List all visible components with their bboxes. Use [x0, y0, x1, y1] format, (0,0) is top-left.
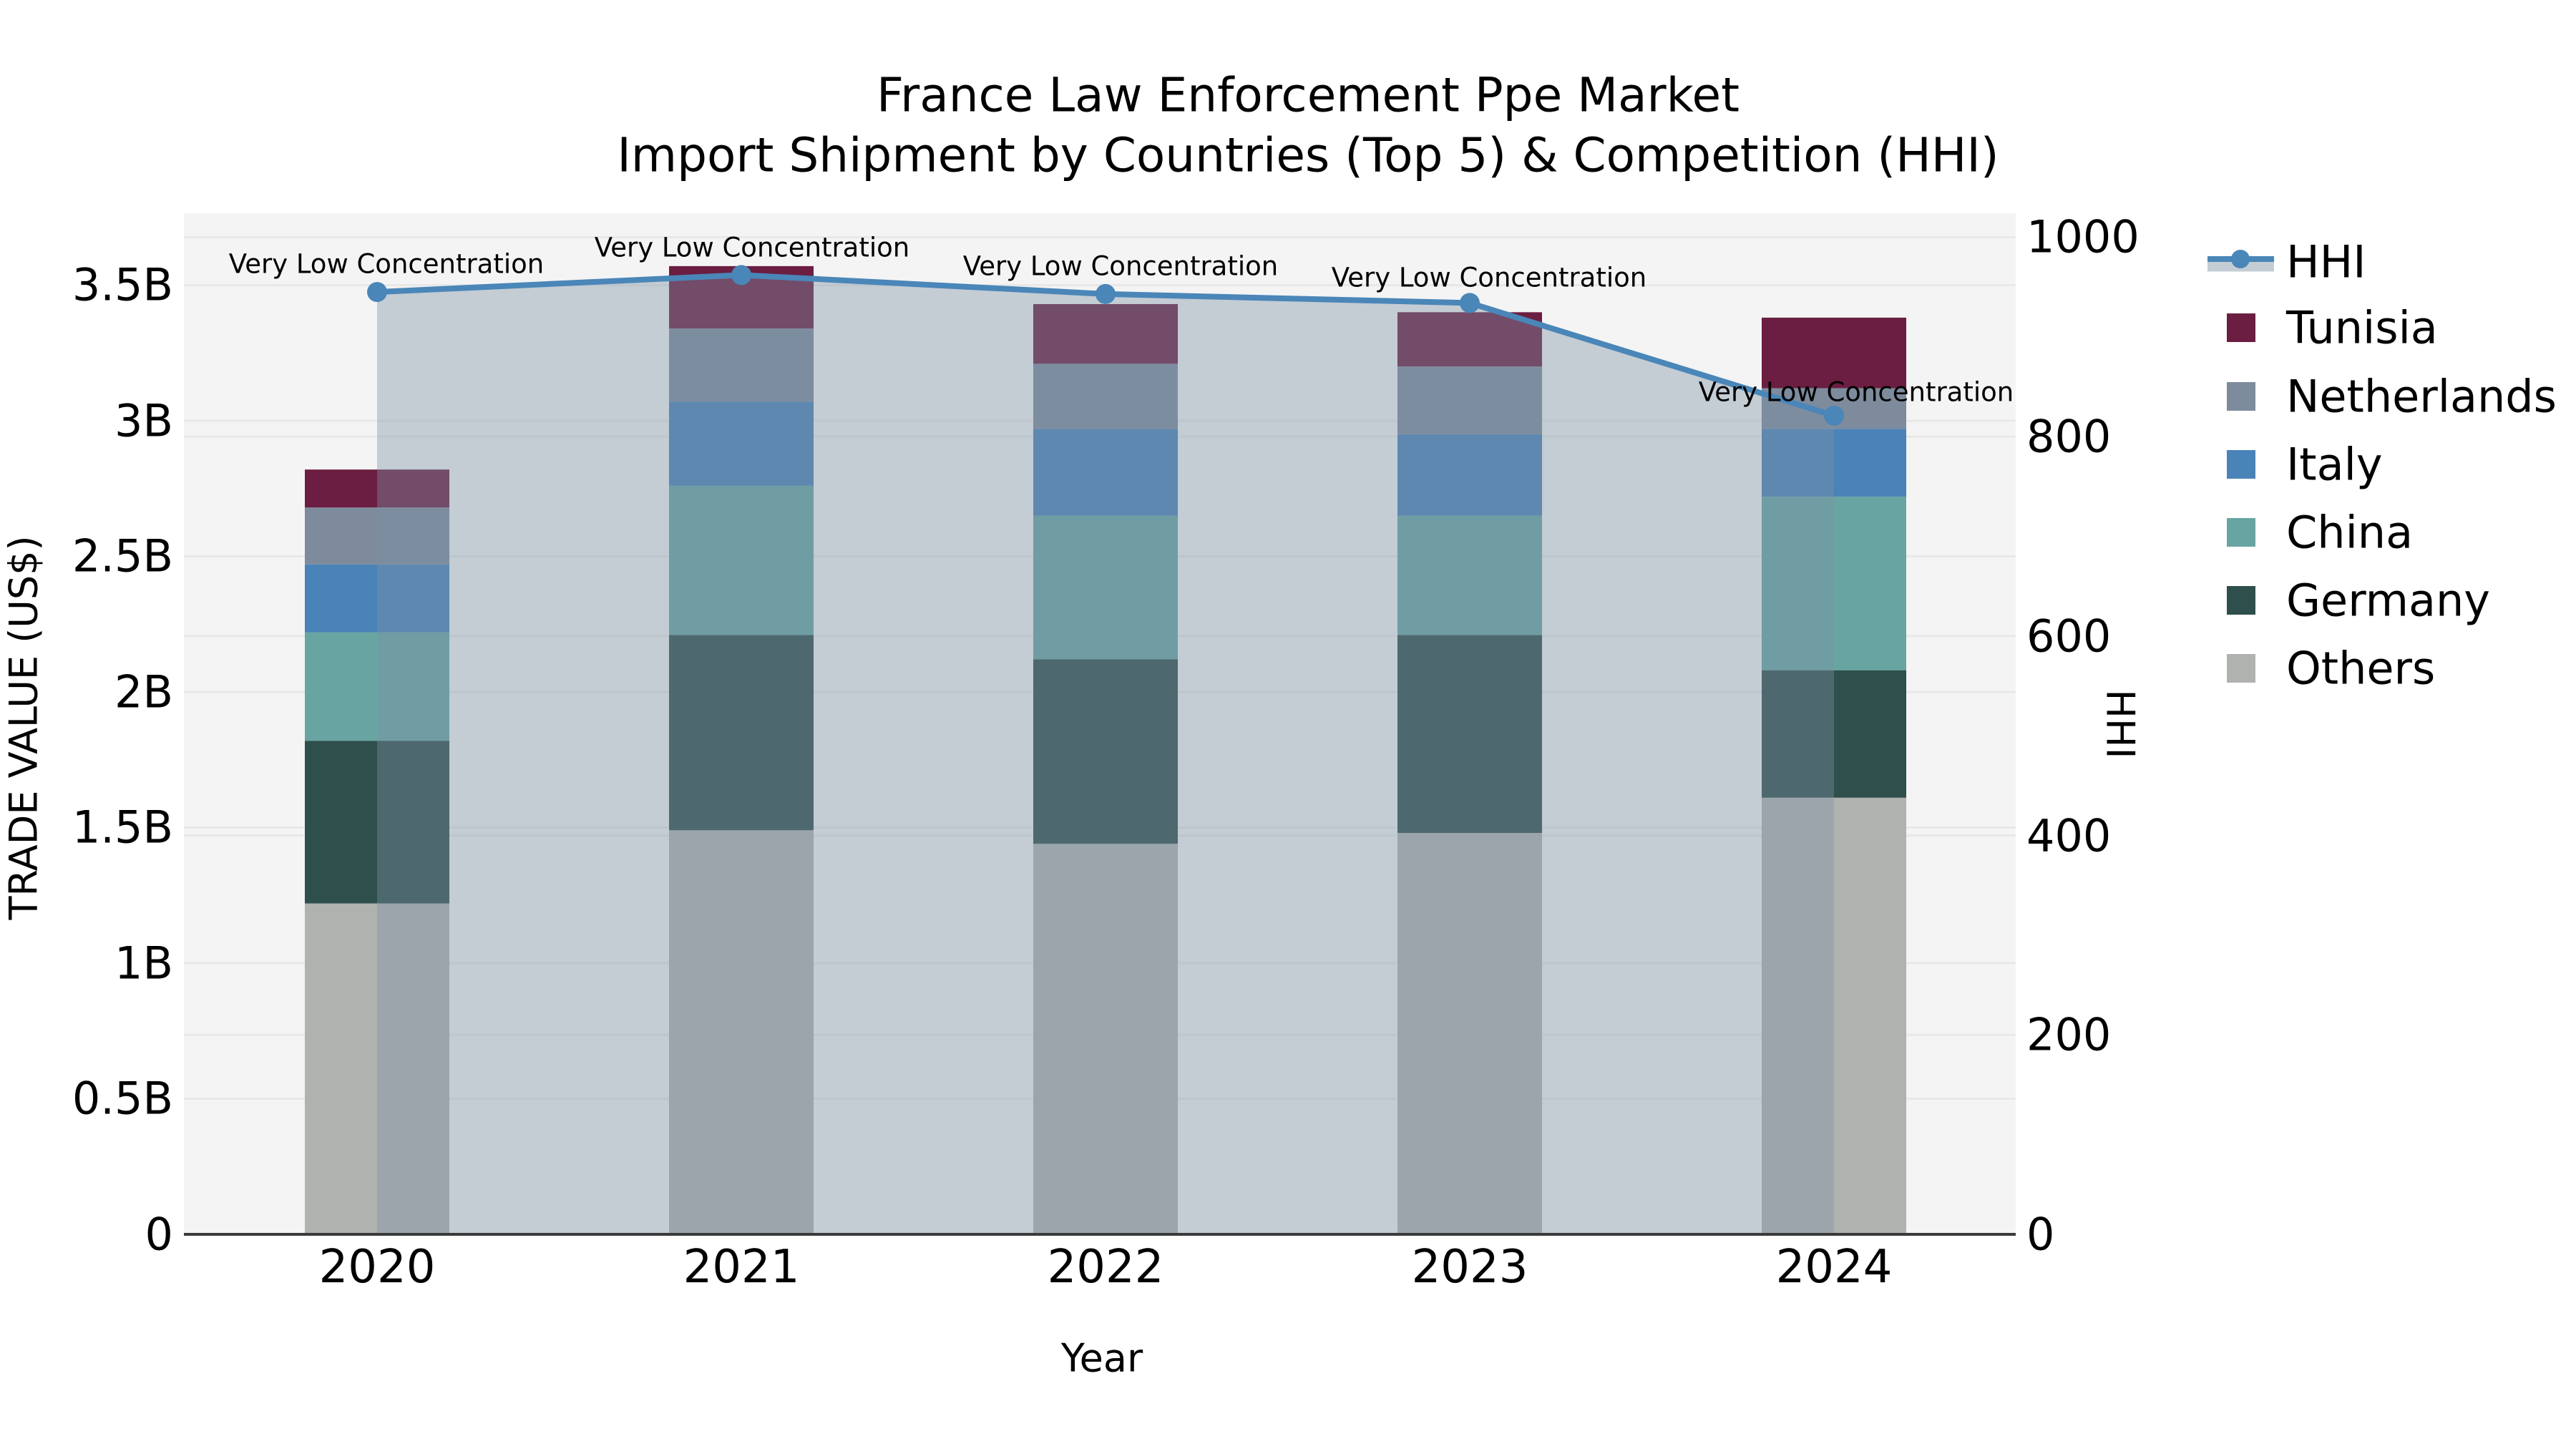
x-tick-2023: 2023	[1411, 1241, 1528, 1294]
y-left-tick-3.5B: 3.5B	[72, 258, 173, 311]
bar-segment-germany-2024	[1762, 670, 1906, 798]
bar-segment-china-2021	[669, 485, 814, 635]
bar-segment-others-2022	[1033, 844, 1178, 1234]
chart-title-line1: France Law Enforcement Ppe Market	[876, 67, 1740, 123]
bar-segment-italy-2024	[1762, 429, 1906, 497]
bar-segment-netherlands-2021	[669, 328, 814, 402]
bar-segment-italy-2022	[1033, 429, 1178, 516]
y-left-tick-2.5B: 2.5B	[72, 530, 173, 582]
bar-segment-tunisia-2022	[1033, 303, 1178, 364]
y-left-tick-3B: 3B	[114, 394, 173, 447]
chart-title-line2: Import Shipment by Countries (Top 5) & C…	[617, 127, 1999, 183]
bar-segment-others-2024	[1762, 797, 1906, 1234]
annotation-2023: Very Low Concentration	[1331, 262, 1647, 293]
bar-segment-germany-2022	[1033, 659, 1178, 844]
bar-segment-germany-2023	[1397, 635, 1542, 834]
bar-segment-germany-2020	[305, 741, 449, 904]
hhi-area-fill	[377, 275, 1834, 1234]
y-right-tick-400: 400	[2026, 809, 2112, 862]
hhi-point-2020	[367, 282, 387, 303]
y-axis-left-label: TRADE VALUE (US$)	[1, 535, 47, 920]
bar-segment-china-2024	[1762, 497, 1906, 670]
x-tick-2024: 2024	[1775, 1241, 1893, 1294]
y-left-tick-1B: 1B	[114, 937, 173, 990]
bar-segment-china-2022	[1033, 515, 1178, 660]
annotation-2020: Very Low Concentration	[228, 248, 545, 280]
bar-segment-others-2021	[669, 830, 814, 1234]
bar-segment-china-2020	[305, 632, 449, 741]
hhi-point-2024	[1824, 405, 1844, 426]
x-tick-2020: 2020	[318, 1241, 436, 1294]
bar-segment-italy-2021	[669, 401, 814, 486]
bar-segment-tunisia-2024	[1762, 317, 1906, 389]
x-tick-2021: 2021	[683, 1241, 800, 1294]
bar-segment-germany-2021	[669, 635, 814, 831]
bar-segment-italy-2020	[305, 564, 449, 633]
bar-segment-netherlands-2023	[1397, 366, 1542, 434]
bar-segment-netherlands-2020	[305, 507, 449, 565]
y-left-tick-2B: 2B	[114, 665, 173, 718]
bar-segment-netherlands-2022	[1033, 364, 1178, 429]
y-left-tick-1.5B: 1.5B	[72, 801, 173, 854]
bar-segment-china-2023	[1397, 515, 1542, 635]
bar-segment-italy-2023	[1397, 434, 1542, 516]
hhi-point-2022	[1096, 283, 1116, 304]
bar-segment-tunisia-2020	[305, 469, 449, 508]
hhi-point-2021	[731, 265, 751, 286]
y-right-tick-200: 200	[2026, 1008, 2112, 1061]
y-axis-right-label: HHI	[2097, 689, 2143, 759]
annotation-2021: Very Low Concentration	[594, 232, 910, 263]
y-right-tick-600: 600	[2026, 610, 2112, 663]
y-left-tick-0: 0	[145, 1208, 173, 1261]
y-right-tick-0: 0	[2026, 1208, 2055, 1261]
hhi-point-2023	[1460, 293, 1480, 313]
bar-segment-tunisia-2023	[1397, 312, 1542, 367]
annotation-2024: Very Low Concentration	[1698, 376, 2014, 408]
bar-segment-others-2020	[305, 903, 449, 1234]
y-left-tick-0.5B: 0.5B	[72, 1072, 173, 1125]
y-right-tick-1000: 1000	[2026, 210, 2140, 263]
x-tick-2022: 2022	[1047, 1241, 1164, 1294]
y-right-tick-800: 800	[2026, 410, 2112, 463]
x-axis-label: Year	[1060, 1335, 1143, 1381]
annotation-2022: Very Low Concentration	[962, 250, 1279, 282]
bar-segment-others-2023	[1397, 833, 1542, 1234]
